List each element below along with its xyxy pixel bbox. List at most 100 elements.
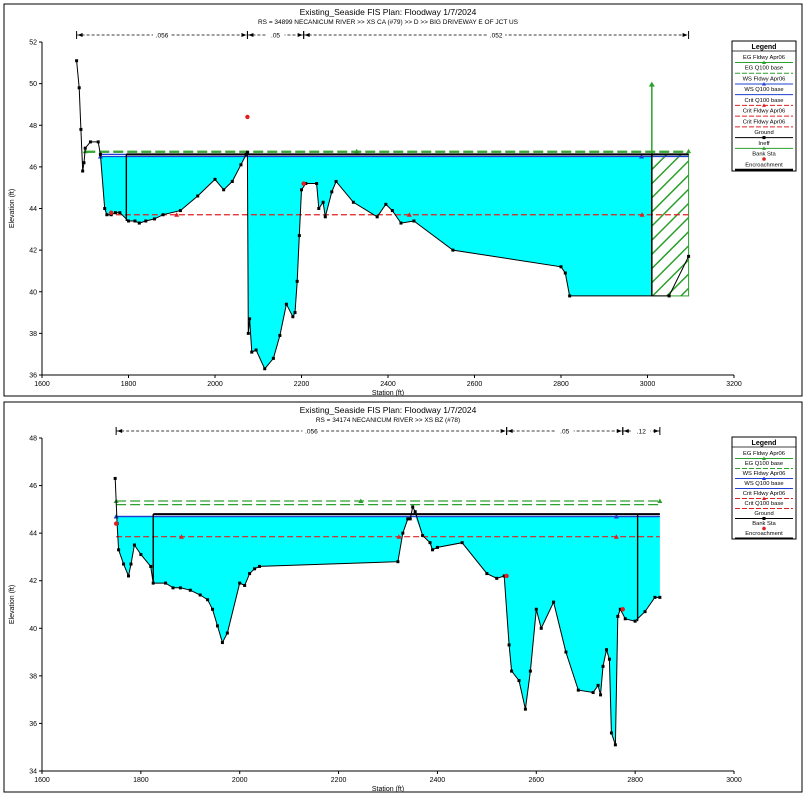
- ground-point: [300, 188, 303, 192]
- ground-point: [609, 731, 613, 735]
- ground-point: [323, 215, 327, 219]
- ground-point: [568, 294, 572, 298]
- y-tick-label: 48: [29, 123, 37, 130]
- ground-point: [297, 234, 301, 238]
- ground-point: [137, 221, 141, 225]
- ground-point: [152, 217, 156, 221]
- ground-point: [576, 688, 580, 692]
- ground-point: [607, 657, 611, 661]
- ground-point: [623, 617, 627, 621]
- ground-point: [196, 194, 200, 198]
- ground-point: [523, 707, 527, 711]
- mannings-arrow: [241, 33, 247, 37]
- water-area: [116, 516, 660, 745]
- x-tick-label: 3000: [726, 777, 742, 784]
- ground-point: [220, 641, 224, 645]
- ground-point: [528, 669, 532, 673]
- legend-title: Legend: [752, 44, 777, 51]
- chart-subtitle: RS = 34174 NECANICUM RIVER >> XS BZ (#78…: [316, 417, 460, 424]
- ground-point: [133, 219, 137, 223]
- y-tick-label: 46: [29, 483, 37, 490]
- legend-entry-marker: [762, 496, 766, 500]
- ground-point: [375, 215, 379, 219]
- ground-point: [334, 179, 338, 183]
- ground-point: [122, 562, 126, 566]
- ground-point: [113, 476, 117, 480]
- ground-point: [263, 367, 267, 371]
- ground-point: [564, 650, 568, 654]
- ground-point: [211, 607, 215, 611]
- ground-point: [230, 179, 234, 183]
- eg-fldwy-marker: [354, 148, 360, 154]
- legend-entry-marker: [762, 157, 766, 161]
- ground-point: [390, 209, 394, 213]
- x-tick-label: 2200: [331, 777, 347, 784]
- ground-point: [430, 548, 434, 552]
- x-axis-label: Station (ft): [372, 786, 404, 793]
- ground-point: [495, 576, 499, 580]
- ground-point: [539, 626, 543, 630]
- legend-entry-label: Crit Q100 base: [745, 501, 784, 507]
- ground-point: [633, 619, 637, 623]
- ground-point: [534, 607, 538, 611]
- chart-title: Existing_Seaside FIS Plan: Floodway 1/7/…: [300, 405, 477, 415]
- legend-entry-label: WS Q100 base: [744, 87, 783, 93]
- ws-fldwy-marker: [639, 153, 645, 159]
- ground-point: [563, 271, 567, 275]
- ground-point: [412, 219, 416, 223]
- ground-point: [517, 679, 521, 683]
- y-tick-label: 44: [29, 206, 37, 213]
- ground-point: [248, 317, 252, 321]
- legend-entry-label: WS Fldwy Apr06: [743, 471, 786, 477]
- y-axis-label: Elevation (ft): [9, 189, 16, 228]
- ground-point: [96, 140, 100, 144]
- ground-point: [552, 600, 556, 604]
- ground-point: [502, 574, 506, 578]
- legend-entry-marker: [762, 136, 766, 140]
- y-tick-label: 44: [29, 531, 37, 538]
- ground-point: [245, 150, 249, 154]
- ground-point: [127, 574, 130, 578]
- ground-point: [198, 593, 202, 597]
- legend-entry-label: WS Q100 base: [744, 481, 783, 487]
- y-tick-label: 42: [29, 578, 37, 585]
- mannings-label-bg: [266, 31, 285, 39]
- ground-point: [510, 669, 514, 673]
- legend-entry-label: WS Fldwy Apr06: [743, 76, 786, 82]
- ground-point: [243, 583, 247, 587]
- panel-frame: [3, 401, 803, 793]
- ground-point: [171, 586, 175, 590]
- ws-fldwy-marker: [613, 513, 619, 519]
- legend-entry-marker: [762, 81, 766, 86]
- legend-entry-marker: [762, 60, 766, 64]
- ground-point: [604, 648, 608, 652]
- ground-point: [401, 531, 405, 535]
- legend-entry-label: Ineff: [758, 141, 770, 147]
- crit-fldwy-marker: [613, 534, 619, 539]
- x-tick-label: 1600: [34, 777, 50, 784]
- chart-title: Existing_Seaside FIS Plan: Floodway 1/7/…: [300, 7, 477, 17]
- ground-point: [687, 254, 691, 258]
- ground-point: [291, 315, 295, 319]
- legend: Legend EG Fldwy Apr06 EG Q100 base WS Fldwy…: [731, 40, 797, 172]
- legend-entry-marker: [762, 476, 766, 480]
- mannings-arrow: [500, 429, 506, 433]
- ground-point: [144, 219, 148, 223]
- ground-point: [321, 200, 325, 204]
- ground-point: [317, 207, 321, 210]
- legend-entry-marker: [762, 146, 766, 150]
- bank-station: [620, 607, 625, 612]
- ground-point: [295, 279, 299, 283]
- legend-entry-label: Bank Sta: [752, 152, 776, 158]
- x-tick-label: 1600: [34, 381, 50, 388]
- ground-point: [591, 691, 595, 695]
- ground-point: [596, 683, 600, 687]
- ground-point: [161, 213, 165, 217]
- x-tick-label: 2600: [467, 381, 483, 388]
- chart-panel-2: Existing_Seaside FIS Plan: Floodway 1/7/…: [3, 401, 803, 793]
- ground-point: [507, 643, 511, 647]
- ground-point: [178, 586, 182, 590]
- legend-entry-label: EG Fldwy Apr06: [743, 55, 785, 61]
- ground-point: [149, 564, 153, 568]
- legend-entry-marker: [762, 517, 766, 520]
